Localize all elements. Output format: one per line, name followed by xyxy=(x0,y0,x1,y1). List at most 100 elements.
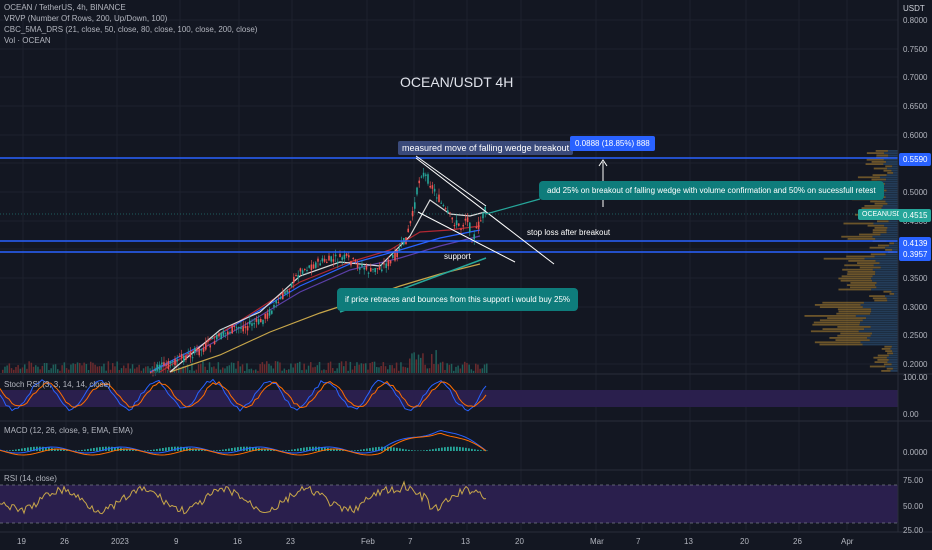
candle-body xyxy=(255,318,258,322)
macd-hist-bar xyxy=(351,450,353,451)
time-tick: 26 xyxy=(793,537,802,546)
volume-bar xyxy=(252,370,255,373)
vrvp-bar-down xyxy=(891,290,898,293)
vrvp-bar-up xyxy=(812,323,860,326)
macd-hist-bar xyxy=(75,450,77,451)
candle-body xyxy=(266,312,269,319)
candle-body xyxy=(253,323,255,325)
volume-bar xyxy=(140,370,143,373)
volume-bar xyxy=(301,370,303,373)
volume-bar xyxy=(395,362,398,373)
candle-body xyxy=(172,360,174,362)
vrvp-bar-up xyxy=(885,165,893,168)
candle-body xyxy=(238,327,240,329)
macd-hist-bar xyxy=(162,447,164,451)
volume-bar xyxy=(307,365,310,373)
volume-bar xyxy=(481,368,484,373)
volume-bar xyxy=(472,370,475,373)
vrvp-bar-up xyxy=(869,365,886,368)
volume-bar xyxy=(347,370,349,373)
candle-body xyxy=(319,263,321,266)
macd-hist-bar xyxy=(15,449,17,451)
volume-profile xyxy=(804,150,898,372)
vrvp-bar-up xyxy=(843,222,874,225)
volume-bar xyxy=(382,362,385,373)
volume-bar xyxy=(259,364,261,373)
volume-bar xyxy=(461,364,464,373)
macd-hist-bar xyxy=(9,450,11,451)
vrvp-bar-up xyxy=(859,233,881,236)
macd-hist-bar xyxy=(102,446,104,451)
candle-body xyxy=(205,342,207,350)
volume-bar xyxy=(189,370,191,373)
vrvp-bar-up xyxy=(822,328,865,330)
volume-bar xyxy=(162,361,165,373)
time-tick: 7 xyxy=(408,537,413,546)
volume-bar xyxy=(145,366,147,373)
candle-body xyxy=(229,331,231,333)
candle-body xyxy=(167,360,170,370)
vrvp-bar-up xyxy=(869,295,886,297)
volume-bar xyxy=(219,369,222,373)
vrvp-bar-down xyxy=(883,152,898,154)
vrvp-bar-down xyxy=(872,279,898,282)
candle-body xyxy=(286,290,288,293)
vrvp-bar-down xyxy=(876,282,898,284)
vrvp-bar-down xyxy=(875,238,898,240)
vrvp-bar-down xyxy=(884,183,898,185)
candle-body xyxy=(356,262,359,268)
vrvp-bar-down xyxy=(888,359,898,361)
indicator-ma[interactable]: CBC_5MA_DRS (21, close, 50, close, 80, c… xyxy=(4,25,258,34)
candle-body xyxy=(337,261,339,263)
vrvp-bar-down xyxy=(885,365,898,368)
candle-body xyxy=(326,261,328,263)
vrvp-bar-down xyxy=(877,180,898,183)
macd-hist-bar xyxy=(78,450,80,451)
indicator-volume[interactable]: Vol · OCEAN xyxy=(4,36,51,45)
volume-bar xyxy=(8,363,11,373)
macd-hist-bar xyxy=(123,448,125,451)
volume-bar xyxy=(444,369,446,373)
target-badge[interactable]: 0.0888 (18.85%) 888 xyxy=(570,136,655,151)
volume-bar xyxy=(107,361,110,373)
volume-bar xyxy=(233,362,235,373)
price-tick: 0.2000 xyxy=(903,360,928,369)
vrvp-bar-down xyxy=(875,260,898,262)
indicator-vrvp[interactable]: VRVP (Number Of Rows, 200, Up/Down, 100) xyxy=(4,14,168,23)
vrvp-bar-up xyxy=(877,220,889,223)
price-tick: 0.3000 xyxy=(903,303,928,312)
candle-body xyxy=(444,208,447,210)
candle-body xyxy=(381,269,383,272)
volume-bar xyxy=(334,370,336,373)
support-label[interactable]: support xyxy=(444,252,471,261)
volume-bar xyxy=(288,369,290,373)
candle-body xyxy=(473,234,475,240)
macd-label[interactable]: MACD (12, 26, close, 9, EMA, EMA) xyxy=(4,426,133,435)
vrvp-bar-down xyxy=(886,161,898,163)
candle-body xyxy=(400,241,403,243)
vrvp-bar-down xyxy=(871,277,898,280)
vrvp-bar-down xyxy=(885,200,898,203)
macd-hist-bar xyxy=(33,446,35,451)
measured-move-label[interactable]: measured move of falling wedge breakout xyxy=(398,141,574,155)
symbol-info[interactable]: OCEAN / TetherUS, 4h, BINANCE xyxy=(4,3,126,12)
macd-hist-bar xyxy=(438,448,440,451)
vrvp-bar-up xyxy=(857,262,880,264)
vrvp-bar-up xyxy=(840,279,873,282)
candle-body xyxy=(220,332,222,340)
rsi-label[interactable]: RSI (14, close) xyxy=(4,474,57,483)
macd-hist-bar xyxy=(48,447,50,451)
vrvp-bar-up xyxy=(889,242,895,245)
breakout-note[interactable]: add 25% on breakout of falling wedge wit… xyxy=(539,181,884,200)
price-levels[interactable] xyxy=(0,157,898,253)
volume-bar xyxy=(200,363,202,373)
stop-loss-label[interactable]: stop loss after breakout xyxy=(527,228,611,237)
macd-hist-bar xyxy=(324,447,326,451)
candle-body xyxy=(431,185,434,189)
time-tick: 26 xyxy=(60,537,69,546)
macd-hist-bar xyxy=(27,447,29,451)
retrace-note[interactable]: if price retraces and bounces from this … xyxy=(337,288,579,311)
time-tick: 2023 xyxy=(111,537,129,546)
candle-body xyxy=(152,370,154,372)
stoch-rsi-label[interactable]: Stoch RSI (3, 3, 14, 14, close) xyxy=(4,380,111,389)
